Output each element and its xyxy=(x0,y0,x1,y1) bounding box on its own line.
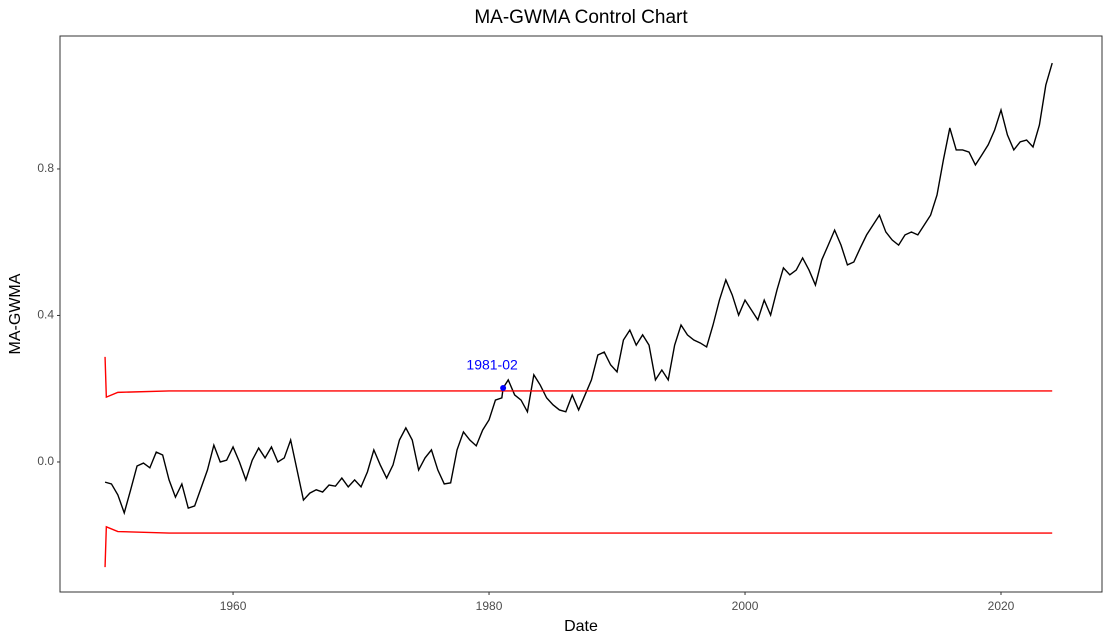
panel-border xyxy=(59,35,1103,593)
x-tick-label: 2020 xyxy=(988,599,1015,613)
series-line xyxy=(104,525,1053,568)
annotation-point xyxy=(500,384,507,391)
x-tick-label: 1980 xyxy=(476,599,503,613)
y-tick-label: 0.4 xyxy=(37,308,54,322)
y-axis-title: MA-GWMA xyxy=(7,273,24,354)
chart-title: MA-GWMA Control Chart xyxy=(474,7,688,28)
x-axis-title: Date xyxy=(564,618,598,635)
x-tick-label: 1960 xyxy=(220,599,247,613)
series-line xyxy=(104,62,1053,516)
y-tick-label: 0.8 xyxy=(37,161,54,175)
annotation-label: 1981-02 xyxy=(466,357,518,373)
y-tick-label: 0.0 xyxy=(37,454,54,468)
x-tick-label: 2000 xyxy=(732,599,759,613)
series-line xyxy=(104,356,1053,399)
